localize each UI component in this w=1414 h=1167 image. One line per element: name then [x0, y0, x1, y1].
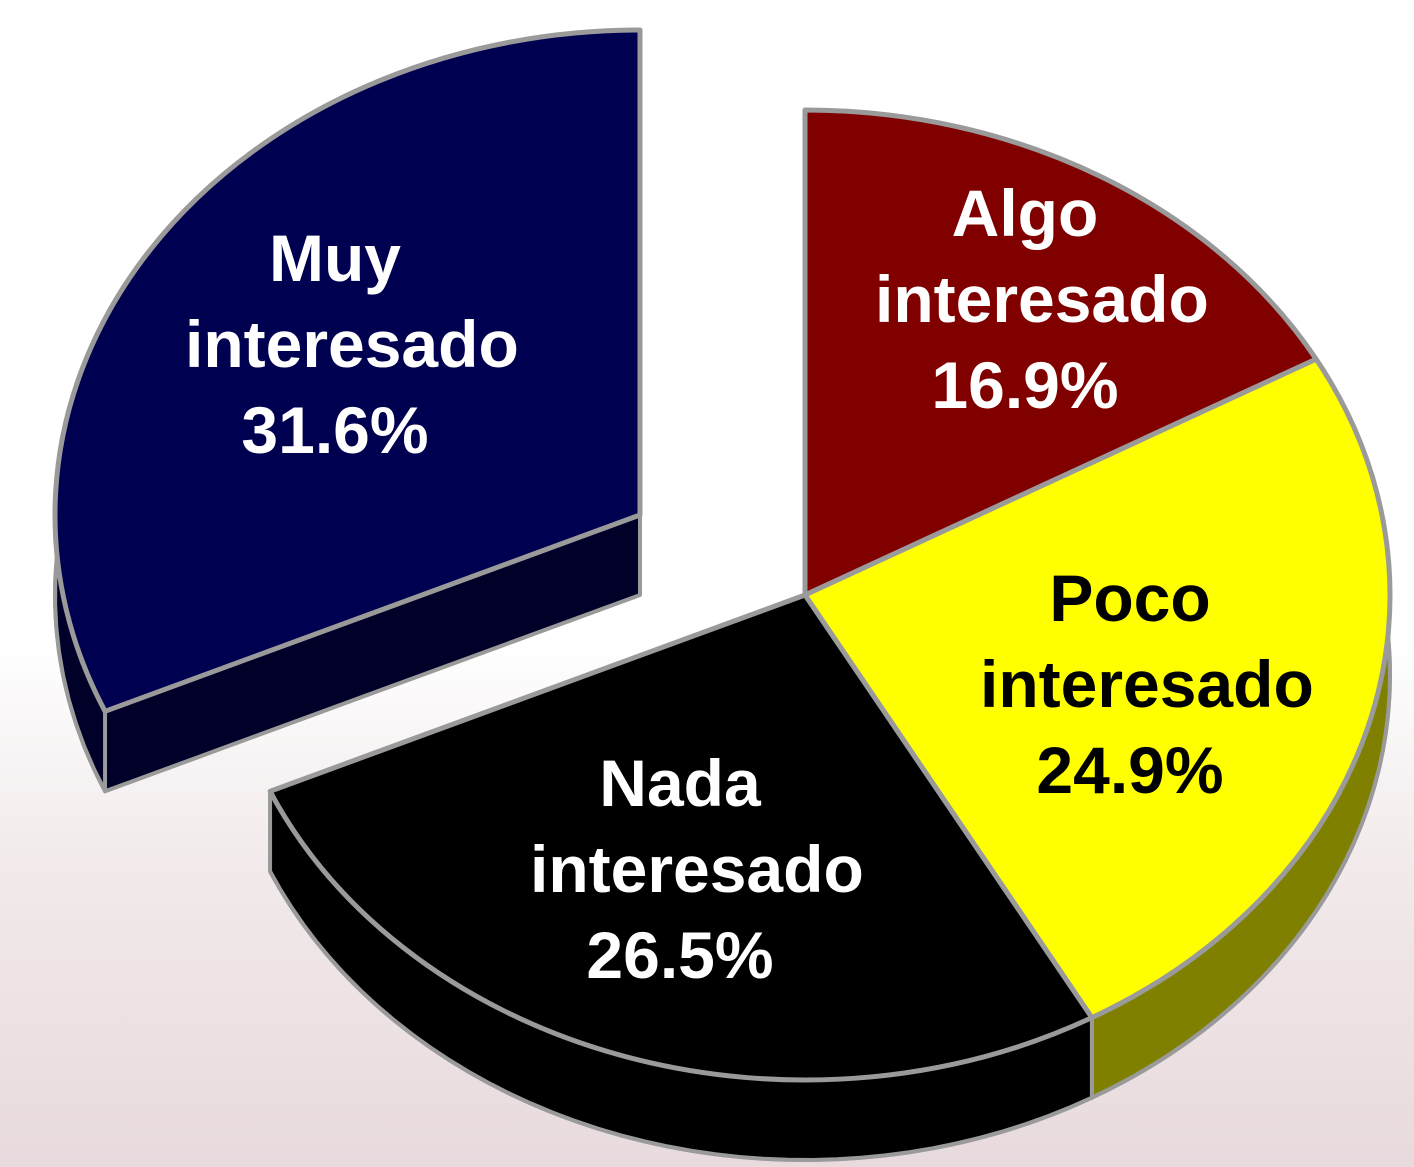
value-label: 31.6% [115, 387, 555, 473]
page: (() => { const data = JSON.parse(documen… [0, 0, 1414, 1167]
value-label: 26.5% [460, 912, 900, 998]
category-label: Muy interesado [185, 215, 485, 387]
value-label: 16.9% [805, 342, 1245, 428]
category-label: Poco interesado [980, 555, 1280, 727]
value-label: 24.9% [910, 727, 1350, 813]
category-label: Nada interesado [530, 740, 830, 912]
category-label: Algo interesado [875, 170, 1175, 342]
